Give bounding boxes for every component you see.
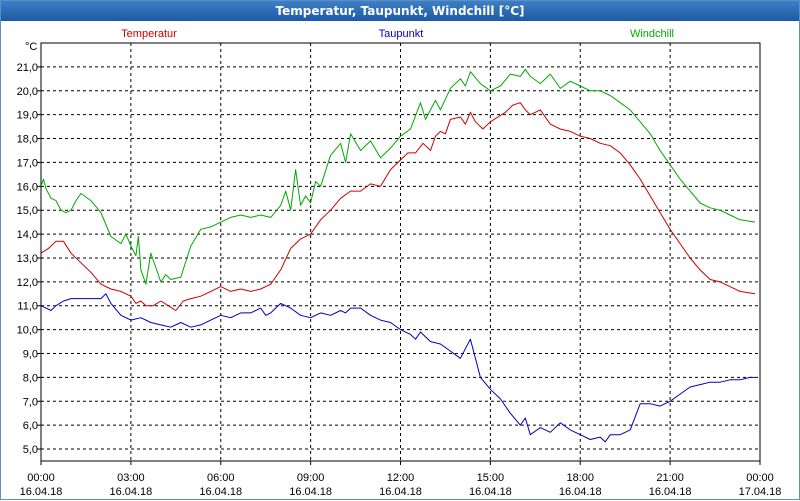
y-axis: 5,0 6,0 7,0 8,0 9,0 10,0 11,0 12,0 13,0 14,0 15,0 1…	[17, 62, 41, 456]
y-tick-label: 7,0	[23, 396, 38, 408]
x-tick-date-label: 16.04.18	[379, 486, 422, 498]
y-tick-label: 11,0	[17, 301, 38, 313]
window-title: Temperatur, Taupunkt, Windchill [°C]	[1, 1, 799, 21]
x-tick-date-label: 16.04.18	[289, 486, 332, 498]
x-tick-time-label: 12:00	[387, 472, 415, 484]
y-tick-label: 10,0	[17, 325, 38, 337]
x-tick-time-label: 00:00	[27, 472, 55, 484]
x-tick-time-label: 00:00	[746, 472, 774, 484]
y-tick-label: 19,0	[17, 110, 38, 122]
y-tick-label: 15,0	[17, 205, 38, 217]
y-tick-label: 13,0	[17, 253, 38, 265]
x-tick-time-label: 03:00	[117, 472, 145, 484]
series-line-taupunkt	[40, 293, 755, 443]
y-tick-label: 20,0	[17, 86, 38, 98]
x-tick-date-label: 16.04.18	[109, 486, 152, 498]
y-tick-label: 12,0	[17, 277, 38, 289]
x-axis: 00:00 16.04.18 03:00 16.04.18 06:00 16.04.18 0…	[20, 461, 782, 498]
x-tick-date-label: 16.04.18	[649, 486, 692, 498]
x-tick-time-label: 15:00	[477, 472, 505, 484]
legend-entry-temperatur: Temperatur	[121, 28, 177, 40]
x-tick-time-label: 06:00	[207, 472, 235, 484]
x-tick-date-label: 16.04.18	[559, 486, 602, 498]
y-tick-label: 18,0	[17, 134, 38, 146]
grid	[41, 43, 760, 461]
x-tick-time-label: 18:00	[566, 472, 594, 484]
series-layer	[40, 68, 756, 443]
x-tick-date-label: 16.04.18	[469, 486, 512, 498]
y-tick-label: 6,0	[23, 420, 38, 432]
y-tick-label: 14,0	[17, 229, 38, 241]
y-tick-label: 8,0	[23, 372, 38, 384]
series-line-temperatur	[40, 102, 756, 311]
x-tick-time-label: 21:00	[656, 472, 684, 484]
legend-entry-taupunkt: Taupunkt	[379, 28, 424, 40]
legend-entry-windchill: Windchill	[630, 28, 674, 40]
x-tick-time-label: 09:00	[297, 472, 325, 484]
y-tick-label: 17,0	[17, 157, 38, 169]
x-tick-date-label: 16.04.18	[199, 486, 242, 498]
legend: Temperatur Taupunkt Windchill	[121, 28, 674, 40]
series-line-windchill	[40, 68, 756, 285]
y-axis-unit-label: °C	[25, 41, 37, 53]
y-tick-label: 5,0	[23, 444, 38, 456]
x-tick-date-label: 16.04.18	[20, 486, 63, 498]
x-tick-date-label: 17.04.18	[739, 486, 782, 498]
y-tick-label: 16,0	[17, 181, 38, 193]
y-tick-label: 21,0	[17, 62, 38, 74]
y-tick-label: 9,0	[23, 349, 38, 361]
